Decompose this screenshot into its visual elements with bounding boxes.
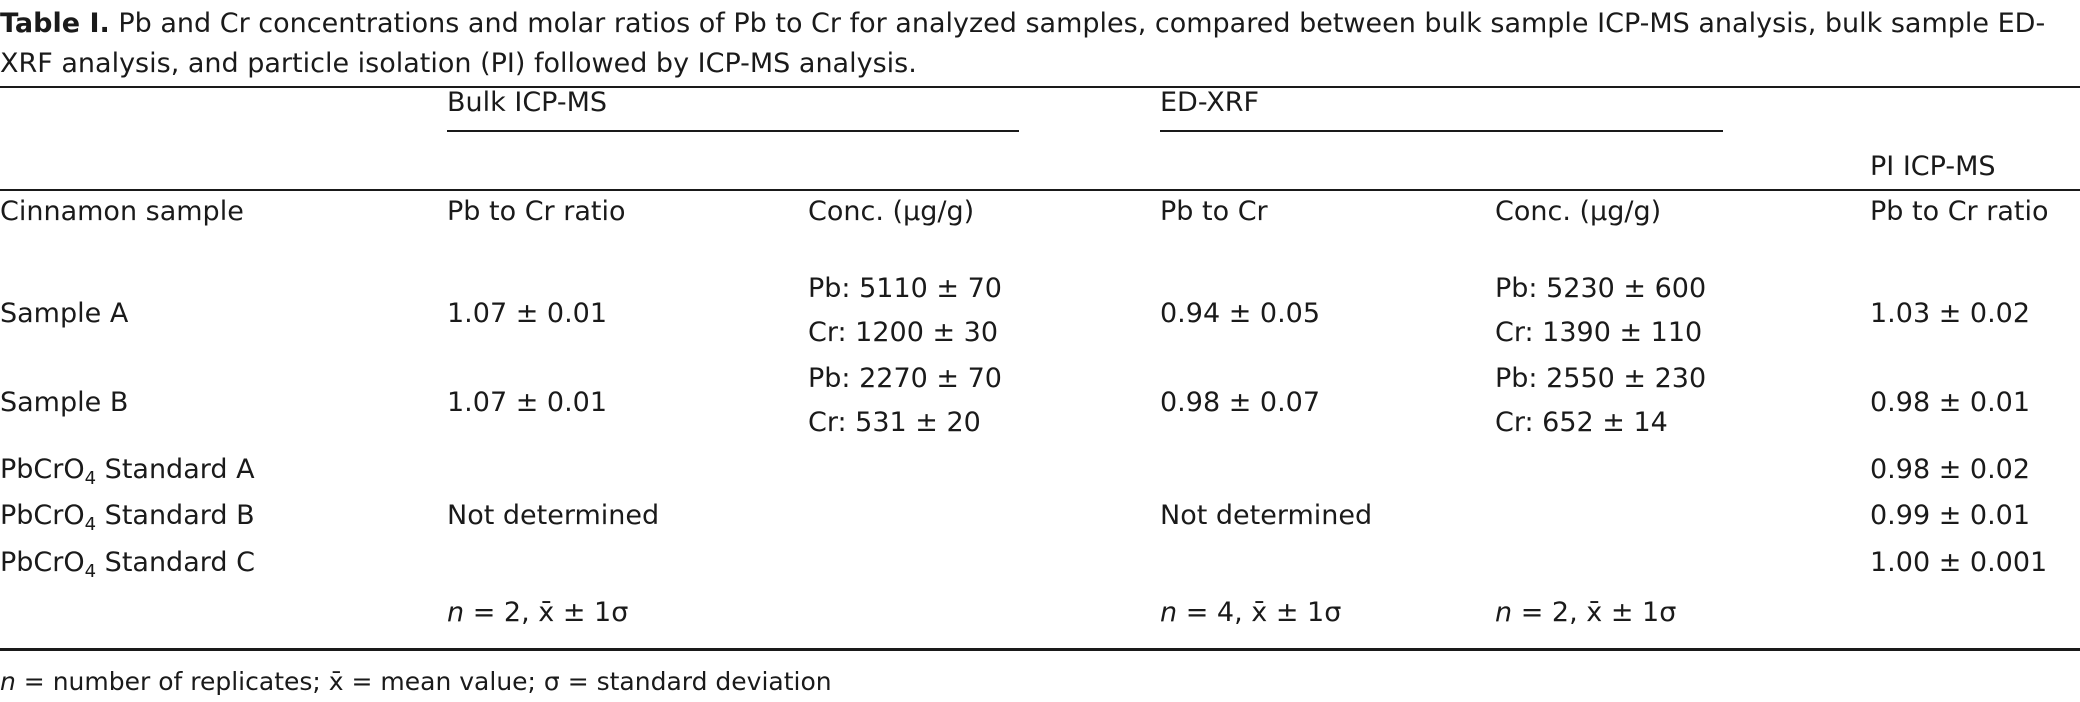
row-sample-a-xrf-ratio: 0.94 ± 0.05 (1160, 298, 1321, 329)
row-standard-a-name: PbCrO4 Standard A (0, 454, 255, 489)
row-sample-b-xrf-ratio: 0.98 ± 0.07 (1160, 387, 1321, 418)
not-determined-xrf: Not determined (1160, 500, 1373, 531)
row-sample-a-name: Sample A (0, 298, 129, 329)
row-standard-b-pi-ratio: 0.99 ± 0.01 (1870, 500, 2031, 531)
table-top-rule (0, 86, 2080, 88)
stats-bulk: n = 2, x̄ ± 1σ (447, 597, 629, 628)
table-label: Table I. (0, 8, 110, 39)
row-sample-b-xrf-pb: Pb: 2550 ± 230 (1495, 363, 1707, 394)
table-footnote: n = number of replicates; x̄ = mean valu… (0, 667, 832, 696)
row-standard-a-pi-ratio: 0.98 ± 0.02 (1870, 454, 2031, 485)
stats-xrf-ratio: n = 4, x̄ ± 1σ (1160, 597, 1342, 628)
row-standard-c-pi-ratio: 1.00 ± 0.001 (1870, 547, 2048, 578)
bulk-group-underline (447, 130, 1019, 132)
table-caption: Table I. Pb and Cr concentrations and mo… (0, 4, 2075, 84)
col-header-pi-ratio: Pb to Cr ratio (1870, 196, 2049, 227)
col-header-sample: Cinnamon sample (0, 196, 244, 227)
group-header-ed-xrf: ED-XRF (1160, 87, 1260, 118)
row-sample-a-bulk-ratio: 1.07 ± 0.01 (447, 298, 608, 329)
row-standard-b-name: PbCrO4 Standard B (0, 500, 255, 535)
row-sample-a-pi-ratio: 1.03 ± 0.02 (1870, 298, 2031, 329)
row-standard-c-name: PbCrO4 Standard C (0, 547, 255, 582)
header-bottom-rule (0, 189, 2080, 191)
caption-text: Pb and Cr concentrations and molar ratio… (0, 8, 2046, 79)
table-bottom-rule (0, 648, 2080, 651)
stats-xrf-conc: n = 2, x̄ ± 1σ (1495, 597, 1677, 628)
col-header-bulk-conc: Conc. (μg/g) (808, 196, 975, 227)
row-sample-b-name: Sample B (0, 387, 129, 418)
group-header-pi-icpms: PI ICP-MS (1870, 151, 1996, 182)
row-sample-a-xrf-cr: Cr: 1390 ± 110 (1495, 317, 1703, 348)
group-header-bulk-icpms: Bulk ICP-MS (447, 87, 608, 118)
row-sample-a-xrf-pb: Pb: 5230 ± 600 (1495, 273, 1707, 304)
row-sample-b-pi-ratio: 0.98 ± 0.01 (1870, 387, 2031, 418)
row-sample-b-bulk-ratio: 1.07 ± 0.01 (447, 387, 608, 418)
xrf-group-underline (1160, 130, 1723, 132)
not-determined-bulk: Not determined (447, 500, 660, 531)
row-sample-b-xrf-cr: Cr: 652 ± 14 (1495, 407, 1668, 438)
col-header-bulk-ratio: Pb to Cr ratio (447, 196, 626, 227)
row-sample-b-bulk-pb: Pb: 2270 ± 70 (808, 363, 1002, 394)
col-header-xrf-ratio: Pb to Cr (1160, 196, 1268, 227)
row-sample-a-bulk-pb: Pb: 5110 ± 70 (808, 273, 1002, 304)
col-header-xrf-conc: Conc. (μg/g) (1495, 196, 1662, 227)
row-sample-a-bulk-cr: Cr: 1200 ± 30 (808, 317, 999, 348)
row-sample-b-bulk-cr: Cr: 531 ± 20 (808, 407, 981, 438)
